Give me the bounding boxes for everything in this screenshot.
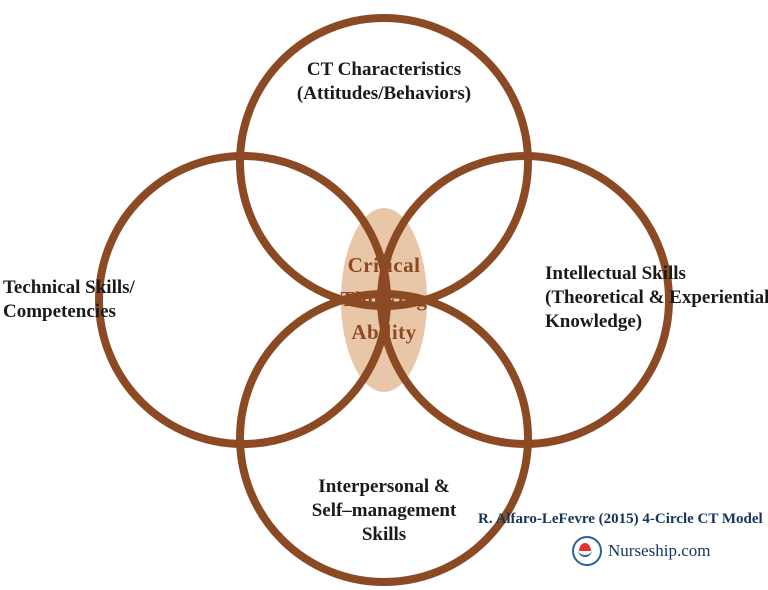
label-top-line2: (Attitudes/Behaviors) bbox=[297, 83, 471, 104]
center-line2: Thinking bbox=[341, 287, 428, 311]
site-name: Nurseship.com bbox=[608, 541, 710, 561]
venn-diagram-stage: CT Characteristics (Attitudes/Behaviors)… bbox=[0, 0, 768, 590]
label-bottom-line2: Self–management bbox=[312, 500, 457, 521]
label-left-line2: Competencies bbox=[3, 301, 116, 322]
site-branding: Nurseship.com bbox=[572, 536, 710, 566]
label-left: Technical Skills/ Competencies bbox=[3, 276, 203, 324]
label-center: Critical Thinking Ability bbox=[314, 249, 454, 350]
label-top-line1: CT Characteristics bbox=[307, 59, 461, 80]
center-line3: Ability bbox=[351, 320, 416, 344]
label-right: Intellectual Skills (Theoretical & Exper… bbox=[545, 262, 768, 333]
center-line1: Critical bbox=[348, 253, 421, 277]
nurseship-logo-icon bbox=[572, 536, 602, 566]
label-top: CT Characteristics (Attitudes/Behaviors) bbox=[244, 58, 524, 106]
label-right-line2: (Theoretical & Experiential bbox=[545, 287, 768, 308]
label-left-line1: Technical Skills/ bbox=[3, 277, 135, 298]
label-bottom-line3: Skills bbox=[362, 524, 406, 545]
citation-text: R. Alfaro-LeFevre (2015) 4-Circle CT Mod… bbox=[478, 511, 763, 528]
label-right-line3: Knowledge) bbox=[545, 311, 642, 332]
label-right-line1: Intellectual Skills bbox=[545, 263, 686, 284]
label-bottom-line1: Interpersonal & bbox=[318, 476, 449, 497]
label-bottom: Interpersonal & Self–management Skills bbox=[254, 475, 514, 546]
